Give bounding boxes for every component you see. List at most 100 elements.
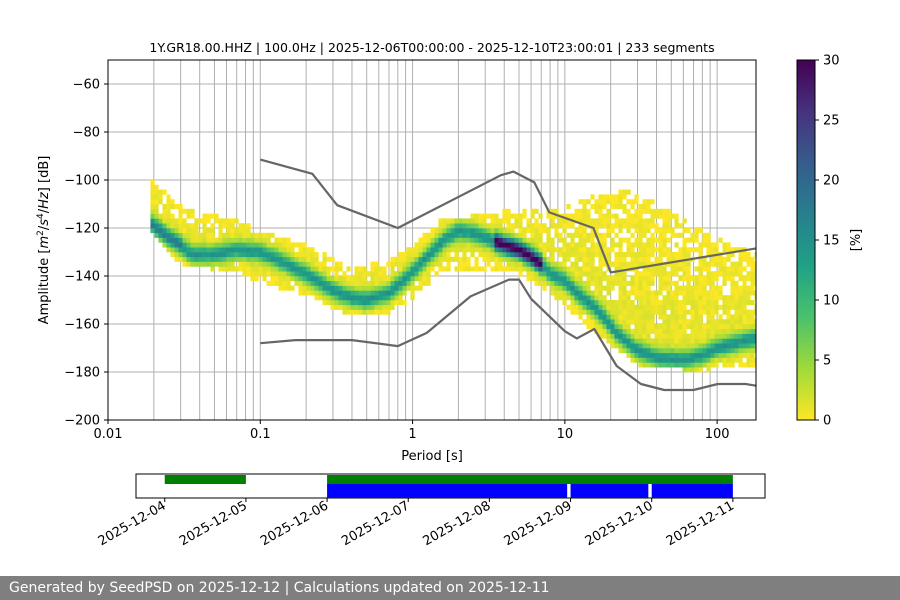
density-cell (418, 256, 423, 262)
noise-models (260, 158, 756, 392)
density-cell (638, 319, 643, 325)
density-cell (582, 204, 587, 210)
x-tick-label: 0.1 (250, 427, 271, 442)
density-cell (242, 232, 247, 238)
density-cell (250, 266, 255, 272)
density-cell (682, 362, 687, 368)
density-cell (578, 290, 583, 296)
density-cell (534, 237, 539, 243)
density-cell (682, 261, 687, 267)
density-cell (730, 280, 735, 286)
density-cell (406, 285, 411, 291)
density-cell (582, 261, 587, 267)
density-cell (562, 213, 567, 219)
density-cell (734, 261, 739, 267)
density-cell (654, 223, 659, 229)
density-cell (318, 280, 323, 286)
density-cell (402, 280, 407, 286)
density-cell (538, 232, 543, 238)
density-cell (742, 280, 747, 286)
density-cell (634, 228, 639, 234)
density-cell (734, 285, 739, 291)
density-cell (722, 300, 727, 306)
density-cell (186, 256, 191, 262)
density-cell (334, 271, 339, 277)
density-cell (674, 328, 679, 334)
density-cell (722, 348, 727, 354)
density-cell (574, 309, 579, 315)
density-cell (698, 295, 703, 301)
density-cell (478, 247, 483, 253)
density-cell (690, 348, 695, 354)
density-cell (454, 247, 459, 253)
density-cell (614, 194, 619, 200)
density-cell (326, 271, 331, 277)
density-cell (330, 276, 335, 282)
density-cell (206, 261, 211, 267)
density-cell (346, 280, 351, 286)
density-cell (726, 362, 731, 368)
density-cell (494, 213, 499, 219)
density-cell (454, 252, 459, 258)
density-cell (454, 237, 459, 243)
density-cell (422, 266, 427, 272)
density-cell (426, 271, 431, 277)
density-cell (690, 314, 695, 320)
density-cell (654, 208, 659, 214)
density-cell (710, 290, 715, 296)
density-cell (582, 237, 587, 243)
density-cell (586, 319, 591, 325)
density-cell (250, 237, 255, 243)
density-cell (502, 232, 507, 238)
density-cell (390, 295, 395, 301)
density-cell (570, 261, 575, 267)
density-cell (246, 252, 251, 258)
density-cell (686, 343, 691, 349)
density-cell (706, 348, 711, 354)
density-cell (722, 319, 727, 325)
density-cell (662, 252, 667, 258)
density-cell (746, 328, 751, 334)
figure: 1Y.GR18.00.HHZ | 100.0Hz | 2025-12-06T00… (36, 40, 864, 549)
density-cell (534, 271, 539, 277)
density-cell (690, 290, 695, 296)
density-cell (322, 290, 327, 296)
density-cell (698, 300, 703, 306)
density-cell (162, 213, 167, 219)
density-cell (402, 256, 407, 262)
density-cell (262, 266, 267, 272)
density-cell (746, 343, 751, 349)
density-cell (494, 223, 499, 229)
density-cell (582, 247, 587, 253)
density-cell (550, 223, 555, 229)
density-cell (222, 232, 227, 238)
density-cell (530, 228, 535, 234)
density-cell (622, 309, 627, 315)
density-cell (730, 328, 735, 334)
density-cell (366, 285, 371, 291)
density-cell (618, 204, 623, 210)
density-cell (282, 280, 287, 286)
density-cell (682, 367, 687, 373)
density-cell (434, 247, 439, 253)
colorbar-tick-label: 30 (823, 54, 840, 69)
density-cell (714, 261, 719, 267)
density-cell (618, 271, 623, 277)
density-cell (482, 213, 487, 219)
density-cell (150, 180, 155, 186)
density-cell (662, 309, 667, 315)
density-cell (666, 271, 671, 277)
density-cell (714, 300, 719, 306)
density-cell (294, 252, 299, 258)
density-cell (514, 223, 519, 229)
density-cell (606, 338, 611, 344)
density-cell (498, 228, 503, 234)
density-cell (562, 237, 567, 243)
density-cell (374, 285, 379, 291)
density-cell (638, 237, 643, 243)
density-cell (730, 266, 735, 272)
density-cell (286, 261, 291, 267)
density-cell (694, 319, 699, 325)
density-cell (694, 300, 699, 306)
density-cell (630, 338, 635, 344)
